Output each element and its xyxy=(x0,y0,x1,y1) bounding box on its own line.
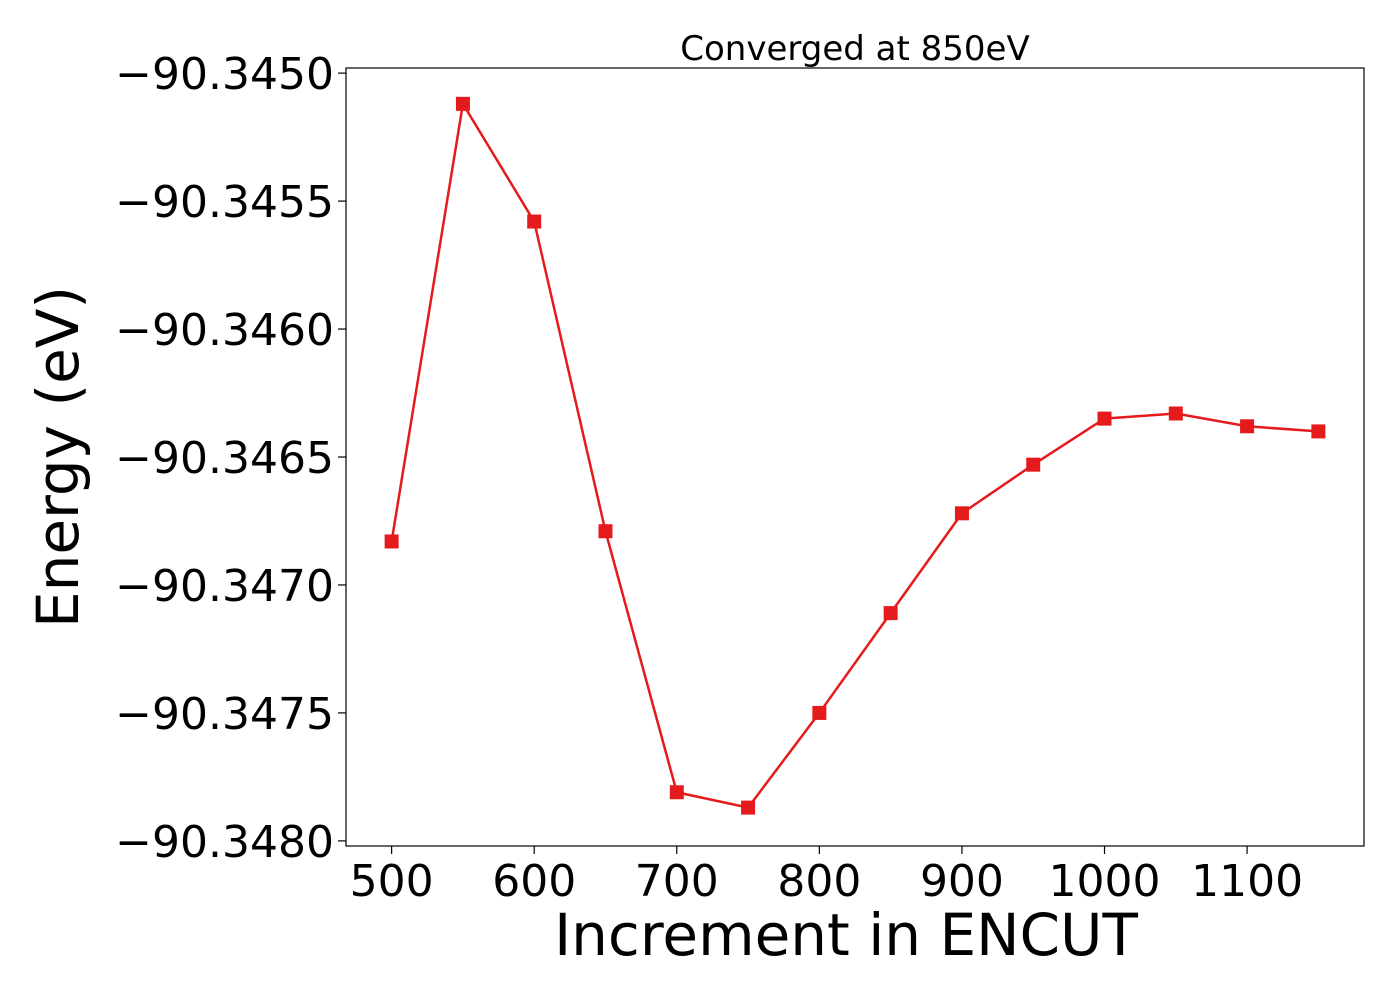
data-point-marker xyxy=(455,96,470,111)
x-tick-label: 1100 xyxy=(1191,856,1303,907)
y-tick-label: −90.3465 xyxy=(115,433,334,484)
data-point-marker xyxy=(384,534,399,549)
data-point-marker xyxy=(669,785,684,800)
x-tick-label: 1000 xyxy=(1049,856,1161,907)
x-axis-ticks: 500 600 700 800 900 1000 1100 xyxy=(350,846,1303,907)
y-tick-label: −90.3470 xyxy=(115,561,334,612)
y-tick-label: −90.3455 xyxy=(115,177,334,228)
x-axis-label: Increment in ENCUT xyxy=(554,901,1138,969)
plot-area xyxy=(345,67,1365,847)
y-tick-label: −90.3460 xyxy=(115,305,334,356)
x-tick-label: 900 xyxy=(920,856,1004,907)
x-tick-label: 600 xyxy=(492,856,576,907)
y-axis-ticks: −90.3450 −90.3455 −90.3460 −90.3465 −90.3470… xyxy=(115,49,346,868)
data-point-marker xyxy=(1240,419,1255,434)
y-tick-label: −90.3450 xyxy=(115,49,334,100)
x-tick-label: 700 xyxy=(635,856,719,907)
y-tick-label: −90.3475 xyxy=(115,689,334,740)
series-line xyxy=(390,100,1319,810)
data-point-marker xyxy=(954,506,969,521)
data-point-marker xyxy=(741,800,756,815)
data-point-marker xyxy=(1097,411,1112,426)
data-point-marker xyxy=(812,705,827,720)
data-point-marker xyxy=(1311,424,1326,439)
y-axis-label: Energy (eV) xyxy=(24,286,92,628)
data-point-marker xyxy=(1168,406,1183,421)
x-tick-label: 500 xyxy=(350,856,434,907)
chart-title: Converged at 850eV xyxy=(680,29,1029,69)
series-layer xyxy=(384,96,1326,815)
data-point-marker xyxy=(1026,457,1041,472)
data-point-marker xyxy=(598,524,613,539)
data-point-marker xyxy=(883,606,898,621)
y-tick-label: −90.3480 xyxy=(115,817,334,868)
data-point-marker xyxy=(527,214,542,229)
x-tick-label: 800 xyxy=(777,856,861,907)
